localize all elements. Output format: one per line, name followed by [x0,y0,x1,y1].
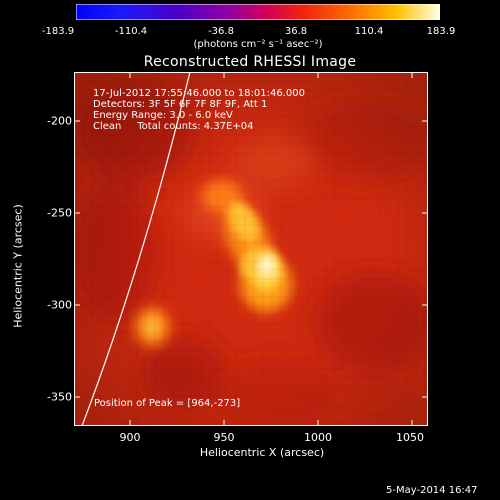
y-tick-label: -250 [47,206,72,220]
colorbar [76,4,440,20]
colorbar-tick: 36.8 [284,26,308,37]
colorbar-units: (photons cm⁻² s⁻¹ asec⁻²) [193,39,323,50]
y-tick-label: -350 [47,390,72,404]
colorbar-tick: -183.9 [41,26,75,37]
timestamp: 5-May-2014 16:47 [386,485,478,496]
x-tick-label: 950 [213,431,235,444]
colorbar-tick: -110.4 [114,26,148,37]
y-tick-label: -200 [47,114,72,128]
colorbar-tick: 183.9 [426,26,456,37]
annotation-peak-position: Position of Peak = [964,-273] [94,398,241,409]
rhessi-image [74,72,428,426]
y-tick-label: -300 [47,298,72,312]
x-tick-label: 1000 [304,431,332,444]
image-title: Reconstructed RHESSI Image [143,54,357,70]
annotation-energy-range: Energy Range: 3.0 - 6.0 keV [93,110,233,121]
colorbar-tick: -36.8 [208,26,234,37]
annotation-total-counts: Clean Total counts: 4.37E+04 [93,121,254,132]
annotation-detectors: Detectors: 3F 5F 6F 7F 8F 9F, Att 1 [93,99,268,110]
x-tick-label: 1050 [396,431,424,444]
x-axis-label: Heliocentric X (arcsec) [199,446,325,459]
x-tick-label: 900 [119,431,141,444]
y-axis-label: Heliocentric Y (arcsec) [11,204,25,328]
annotation-time-range: 17-Jul-2012 17:55:46.000 to 18:01:46.000 [93,88,305,99]
colorbar-tick: 110.4 [354,26,384,37]
